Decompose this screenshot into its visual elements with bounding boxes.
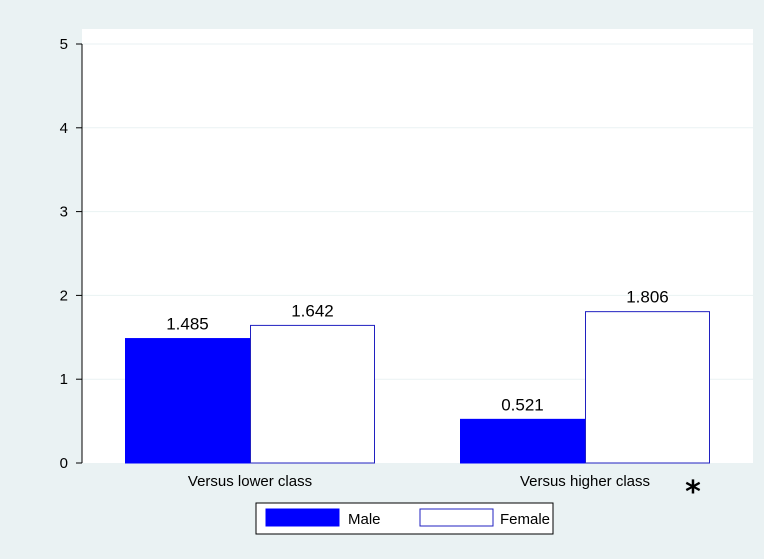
legend-label-female: Female bbox=[500, 511, 550, 528]
bar-male-1 bbox=[125, 338, 250, 464]
data-label-female-2: 1.806 bbox=[626, 288, 669, 307]
legend-swatch-male bbox=[265, 508, 340, 527]
data-label-male-1: 1.485 bbox=[166, 315, 209, 334]
bar-male-2 bbox=[460, 418, 585, 464]
category-label-2: Versus higher class bbox=[520, 473, 650, 490]
legend-label-male: Male bbox=[348, 511, 381, 528]
y-tick-label-0: 0 bbox=[60, 455, 68, 472]
y-axis: 0 1 2 3 4 5 bbox=[60, 36, 83, 472]
bar-female-2 bbox=[585, 311, 710, 464]
data-label-female-1: 1.642 bbox=[291, 301, 334, 320]
legend: Male Female bbox=[255, 502, 554, 535]
legend-swatch-female bbox=[419, 508, 494, 527]
y-tick-label-3: 3 bbox=[60, 204, 68, 221]
category-label-1: Versus lower class bbox=[188, 473, 312, 490]
significance-star: * bbox=[685, 475, 701, 510]
bar-female-1 bbox=[250, 324, 375, 464]
category-labels: Versus lower class Versus higher class * bbox=[188, 473, 701, 510]
y-tick-label-1: 1 bbox=[60, 371, 68, 388]
data-label-male-2: 0.521 bbox=[501, 395, 544, 414]
data-labels: 1.485 1.642 0.521 1.806 bbox=[166, 288, 669, 415]
y-tick-label-4: 4 bbox=[60, 120, 68, 137]
bars bbox=[125, 311, 710, 464]
y-tick-label-5: 5 bbox=[60, 36, 68, 53]
y-tick-label-2: 2 bbox=[60, 287, 68, 304]
